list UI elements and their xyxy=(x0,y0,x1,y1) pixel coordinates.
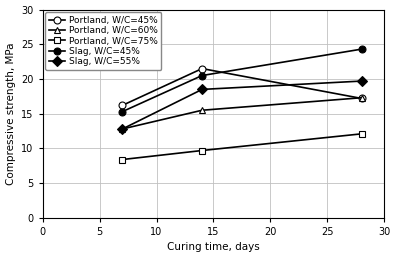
Slag, W/C=45% xyxy=(359,47,364,51)
Line: Portland, W/C=60%: Portland, W/C=60% xyxy=(119,94,365,132)
Line: Slag, W/C=45%: Slag, W/C=45% xyxy=(119,46,365,115)
Portland, W/C=45% xyxy=(359,97,364,100)
Y-axis label: Compressive strength, MPa: Compressive strength, MPa xyxy=(6,43,15,185)
Slag, W/C=45% xyxy=(200,74,204,77)
Line: Portland, W/C=75%: Portland, W/C=75% xyxy=(119,130,365,163)
Portland, W/C=75% xyxy=(359,132,364,135)
Portland, W/C=75% xyxy=(120,158,125,161)
X-axis label: Curing time, days: Curing time, days xyxy=(167,243,260,252)
Portland, W/C=60% xyxy=(120,127,125,131)
Line: Portland, W/C=45%: Portland, W/C=45% xyxy=(119,65,365,109)
Portland, W/C=45% xyxy=(120,104,125,107)
Slag, W/C=55% xyxy=(120,127,125,131)
Portland, W/C=45% xyxy=(200,67,204,70)
Portland, W/C=75% xyxy=(200,149,204,152)
Line: Slag, W/C=55%: Slag, W/C=55% xyxy=(119,78,365,132)
Slag, W/C=45% xyxy=(120,110,125,113)
Legend: Portland, W/C=45%, Portland, W/C=60%, Portland, W/C=75%, Slag, W/C=45%, Slag, W/: Portland, W/C=45%, Portland, W/C=60%, Po… xyxy=(46,12,161,70)
Portland, W/C=60% xyxy=(200,109,204,112)
Slag, W/C=55% xyxy=(200,88,204,91)
Slag, W/C=55% xyxy=(359,79,364,83)
Portland, W/C=60% xyxy=(359,96,364,99)
